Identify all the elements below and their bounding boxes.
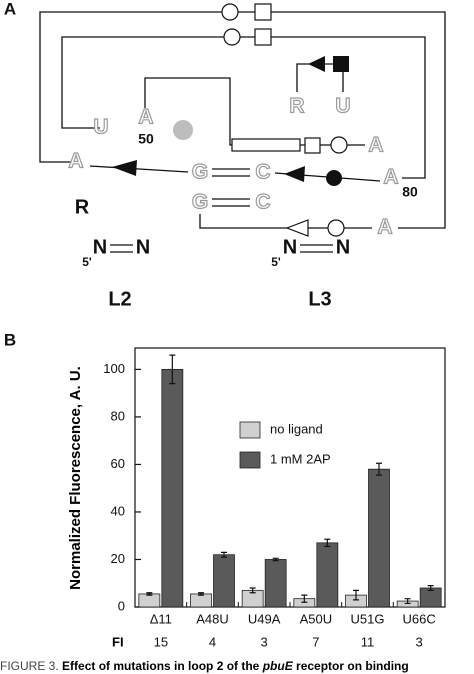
y-tick-label: 40	[111, 503, 125, 518]
legend-swatch	[239, 451, 261, 469]
row-value: 11	[361, 634, 375, 649]
error-bar	[301, 594, 308, 603]
position: 80	[402, 184, 418, 200]
position: 50	[138, 131, 154, 147]
diagram-lines	[39, 3, 446, 253]
end-label: 5'	[271, 255, 281, 269]
bar	[213, 554, 235, 608]
row-label: FI	[112, 634, 124, 649]
x-tick-label: U49A	[248, 611, 281, 626]
base: A	[368, 134, 383, 157]
bar	[316, 542, 339, 608]
error-bar	[198, 592, 204, 596]
y-tick-label: 80	[111, 408, 125, 423]
y-tick-label: 0	[118, 598, 125, 613]
error-bar	[376, 462, 382, 476]
atom: N	[136, 236, 150, 258]
y-axis-title: Normalized Fluorescence, A. U.	[67, 366, 84, 590]
base: A	[383, 166, 398, 189]
base: A	[138, 106, 153, 129]
row-value: 3	[416, 634, 423, 649]
error-bar	[146, 592, 153, 596]
bar	[161, 368, 184, 608]
x-tick-label: A50U	[300, 611, 333, 626]
bar	[368, 468, 390, 608]
base: U	[335, 95, 350, 118]
panel-label: A	[4, 0, 16, 18]
base: C	[255, 161, 270, 184]
caption: FIGURE 3. Effect of mutations in loop 2 …	[0, 659, 409, 673]
bar	[138, 593, 161, 608]
base: G	[192, 161, 208, 184]
legend-swatch	[239, 421, 261, 439]
caption-text: Effect of mutations in loop 2 of the	[62, 659, 263, 673]
x-tick-label: U51G	[351, 611, 385, 626]
loop-label: L3	[308, 288, 331, 310]
region-label: R	[75, 196, 90, 218]
row-value: 4	[209, 634, 216, 649]
loop-label: L2	[108, 288, 131, 310]
base: A	[68, 150, 83, 173]
base: R	[289, 95, 304, 118]
error-bar	[353, 589, 359, 601]
atom: N	[336, 236, 350, 258]
legend-label: 1 mM 2AP	[270, 451, 331, 466]
x-tick-label: Δ11	[150, 611, 172, 626]
panel-label: B	[4, 330, 16, 349]
y-tick-label: 20	[111, 551, 125, 566]
base: U	[93, 116, 108, 139]
base: G	[192, 191, 208, 214]
error-bar	[404, 598, 411, 605]
y-tick-label: 100	[103, 361, 125, 376]
error-bar	[272, 557, 279, 562]
caption-prefix: FIGURE 3.	[0, 659, 59, 673]
end-label: 5'	[82, 255, 92, 269]
x-tick-label: U66C	[403, 611, 436, 626]
error-bar	[427, 585, 434, 591]
legend-label: no ligand	[270, 421, 323, 436]
bar	[264, 559, 287, 608]
error-bar	[249, 587, 256, 594]
caption-text: receptor on binding	[293, 659, 409, 673]
bar	[190, 593, 212, 608]
x-tick-label: A48U	[196, 611, 229, 626]
base: C	[255, 191, 270, 214]
row-value: 7	[312, 634, 319, 649]
caption-text: pbuE	[262, 659, 294, 673]
error-bar	[169, 354, 176, 385]
error-bar	[221, 551, 227, 558]
row-value: 3	[261, 634, 268, 649]
base: A	[377, 216, 392, 239]
atom: N	[283, 236, 297, 258]
y-tick-label: 60	[111, 456, 125, 471]
atom: N	[93, 236, 107, 258]
row-value: 15	[154, 634, 168, 649]
error-bar	[324, 538, 331, 548]
diagram-labels: U A 50 A G C A R U A 80 G C A R N N 5' N…	[68, 94, 418, 310]
